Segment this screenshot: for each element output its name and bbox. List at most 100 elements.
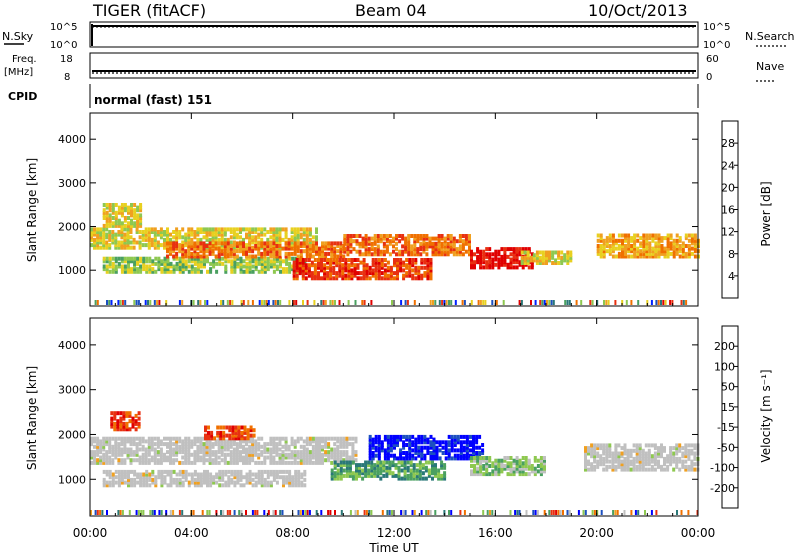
velocity-echo-cell — [105, 469, 109, 474]
power-echo-cell — [102, 210, 106, 215]
velocity-near-range-echo — [552, 510, 555, 515]
velocity-echo-cell — [227, 483, 231, 488]
power-echo-cell — [346, 241, 350, 246]
power-echo-cell — [272, 230, 276, 234]
power-echo-cell — [364, 234, 368, 238]
velocity-near-range-echo — [245, 510, 247, 515]
power-echo-cell — [130, 213, 133, 218]
velocity-echo-cell — [257, 452, 261, 457]
power-echo-cell — [690, 251, 694, 256]
velocity-echo-cell — [211, 458, 215, 463]
velocity-echo-cell — [494, 458, 498, 463]
power-echo-cell — [108, 256, 112, 261]
power-echo-cell — [251, 249, 255, 254]
power-echo-cell — [296, 232, 300, 237]
power-echo-cell — [156, 232, 160, 237]
power-echo-cell — [254, 244, 258, 248]
velocity-echo-cell — [638, 448, 642, 453]
power-echo-cell — [187, 246, 191, 251]
power-echo-cell — [365, 271, 369, 276]
velocity-y-axis-label: Slant Range [km] — [25, 366, 39, 470]
velocity-echo-cell — [403, 476, 407, 481]
power-echo-cell — [408, 273, 412, 278]
power-echo-cell — [163, 267, 167, 272]
power-echo-cell — [220, 227, 224, 232]
velocity-echo-cell — [620, 459, 624, 464]
velocity-echo-cell — [459, 451, 463, 455]
power-echo-cell — [139, 259, 143, 264]
power-echo-cell — [211, 235, 215, 240]
power-near-range-echo — [614, 300, 617, 305]
power-echo-cell — [105, 243, 109, 248]
velocity-echo-cell — [605, 467, 609, 472]
velocity-echo-cell — [269, 452, 273, 457]
power-echo-cell — [136, 269, 140, 274]
velocity-echo-cell — [99, 450, 103, 455]
velocity-echo-cell — [157, 472, 161, 477]
velocity-echo-cell — [417, 437, 421, 442]
velocity-echo-cell — [122, 424, 126, 429]
velocity-echo-cell — [456, 453, 460, 458]
power-echo-cell — [263, 259, 267, 264]
velocity-echo-cell — [228, 436, 232, 441]
power-echo-cell — [239, 261, 243, 266]
power-echo-cell — [410, 249, 414, 254]
velocity-echo-cell — [638, 443, 642, 448]
power-echo-cell — [290, 237, 294, 242]
velocity-near-range-echo — [676, 510, 678, 515]
power-near-range-echo — [133, 300, 136, 305]
velocity-near-range-echo — [425, 510, 428, 515]
velocity-echo-cell — [447, 448, 451, 453]
power-echo-cell — [373, 239, 377, 244]
power-echo-cell — [190, 227, 194, 232]
velocity-echo-cell — [212, 477, 216, 482]
power-echo-cell — [202, 251, 206, 256]
velocity-echo-cell — [400, 460, 404, 465]
power-echo-cell — [425, 234, 429, 238]
velocity-echo-cell — [481, 443, 485, 447]
power-echo-cell — [520, 261, 524, 265]
velocity-echo-cell — [318, 455, 321, 460]
velocity-echo-cell — [524, 472, 528, 477]
power-echo-cell — [296, 249, 300, 254]
power-echo-cell — [117, 232, 121, 237]
velocity-echo-cell — [102, 483, 106, 488]
velocity-echo-cell — [382, 463, 386, 468]
power-echo-cell — [229, 249, 233, 254]
power-echo-cell — [675, 249, 679, 254]
velocity-echo-cell — [405, 456, 409, 461]
power-echo-cell — [123, 267, 127, 272]
velocity-echo-cell — [248, 447, 252, 452]
power-echo-cell — [301, 258, 305, 262]
power-echo-cell — [353, 263, 357, 268]
power-echo-cell — [452, 241, 456, 246]
power-echo-cell — [422, 247, 426, 252]
power-echo-cell — [422, 249, 426, 254]
velocity-echo-cell — [593, 467, 597, 472]
velocity-echo-cell — [587, 451, 590, 456]
power-echo-cell — [266, 264, 270, 269]
power-echo-cell — [145, 256, 149, 261]
power-echo-cell — [426, 268, 430, 273]
velocity-echo-cell — [122, 416, 126, 421]
velocity-echo-cell — [641, 459, 645, 464]
power-echo-cell — [217, 232, 221, 237]
power-echo-cell — [136, 218, 140, 223]
velocity-echo-cell — [488, 472, 492, 477]
velocity-echo-cell — [144, 455, 148, 460]
power-echo-cell — [235, 249, 239, 254]
power-echo-cell — [488, 252, 492, 257]
velocity-echo-cell — [351, 436, 355, 441]
power-echo-cell — [251, 269, 255, 274]
velocity-echo-cell — [393, 434, 396, 439]
power-echo-cell — [175, 232, 179, 237]
power-echo-cell — [307, 258, 311, 262]
power-near-range-echo — [277, 300, 279, 305]
power-echo-cell — [557, 253, 561, 258]
power-echo-cell — [452, 236, 456, 241]
power-echo-cell — [93, 245, 96, 250]
velocity-echo-cell — [178, 460, 182, 465]
power-echo-cell — [315, 249, 318, 254]
velocity-echo-cell — [300, 480, 304, 485]
velocity-echo-cell — [479, 469, 483, 474]
